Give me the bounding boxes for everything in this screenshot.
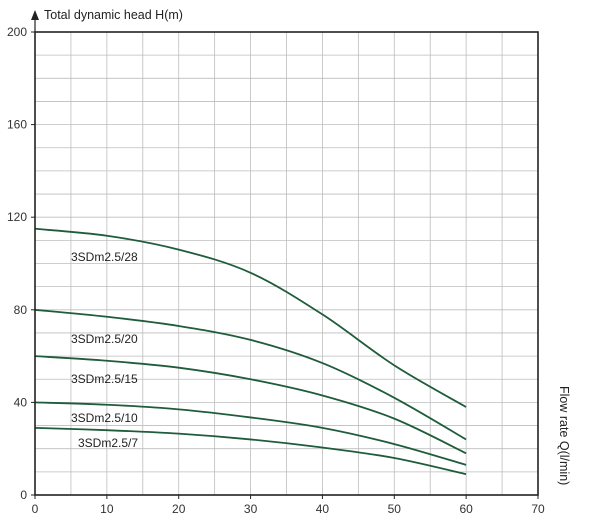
x-tick-label: 0 [32, 502, 39, 516]
y-tick-label: 40 [14, 395, 28, 409]
x-tick-label: 70 [531, 502, 545, 516]
curves [34, 227, 467, 476]
curve-3sdm2-5-28 [34, 227, 467, 408]
series-label: 3SDm2.5/10 [71, 411, 138, 425]
curve-3sdm2-5-7 [34, 426, 467, 476]
x-tick-label: 10 [100, 502, 114, 516]
x-tick-label: 20 [172, 502, 186, 516]
plot-frame [34, 31, 539, 496]
series-label: 3SDm2.5/15 [71, 372, 138, 386]
y-tick-label: 0 [20, 488, 27, 502]
y-tick-label: 160 [7, 118, 27, 132]
x-tick-label: 40 [316, 502, 330, 516]
y-tick-label: 80 [14, 303, 28, 317]
y-tick-label: 120 [7, 210, 27, 224]
series-label: 3SDm2.5/28 [71, 250, 138, 264]
x-tick-label: 30 [244, 502, 258, 516]
series-label: 3SDm2.5/20 [71, 332, 138, 346]
y-axis-title: Total dynamic head H(m) [44, 8, 183, 22]
curve-3sdm2-5-20 [34, 308, 467, 441]
x-axis-title: Flow rate Q(l/min) [557, 386, 571, 485]
x-axis: 0 10 20 30 40 50 60 70 [32, 495, 545, 516]
x-tick-label: 60 [459, 502, 473, 516]
x-tick-label: 50 [388, 502, 402, 516]
y-tick-label: 200 [7, 25, 27, 39]
series-labels: 3SDm2.5/28 3SDm2.5/20 3SDm2.5/15 3SDm2.5/10… [71, 250, 138, 450]
y-axis: 0 40 80 120 160 200 [7, 18, 36, 502]
curve-3sdm2-5-15 [34, 355, 467, 455]
series-label: 3SDm2.5/7 [78, 436, 138, 450]
y-axis-arrow-icon [31, 10, 39, 20]
curve-3sdm2-5-10 [34, 401, 467, 466]
